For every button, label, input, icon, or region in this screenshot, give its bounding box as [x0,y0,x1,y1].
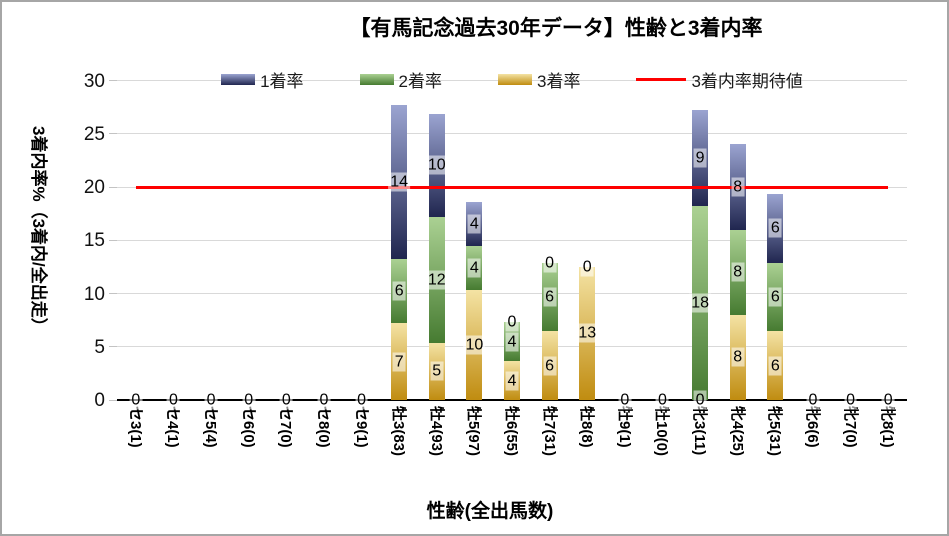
bar-value-label: 4 [467,258,481,278]
y-axis-tick-label: 0 [94,390,105,411]
x-axis-title: 性齢(全出馬数) [426,501,554,522]
bar-value-label: 6 [768,218,782,238]
y-axis-tick [109,239,117,241]
bar-value-label: 0 [505,312,519,332]
gridline [117,133,907,135]
bar-value-label: 0 [317,390,331,410]
y-axis-tick [109,186,117,188]
y-axis-tick-label: 30 [83,70,105,92]
legend-item-3着内率期待値: 3着内率期待値 [636,67,803,92]
gridline [117,239,907,241]
bar-value-label: 14 [388,172,411,192]
gridline [117,293,907,294]
bar-value-label: 0 [129,390,143,410]
bar-value-label: 0 [844,390,858,410]
bar-value-label: 12 [425,270,448,290]
bar-value-label: 5 [430,361,444,381]
bar-value-label: 6 [543,356,557,376]
bar-value-label: 10 [463,335,486,355]
y-axis-tick-label: 20 [83,177,105,198]
bar-value-label: 0 [806,390,820,410]
bar-value-label: 0 [656,390,669,410]
y-axis-tick [109,399,117,401]
bar-value-label: 4 [505,371,519,391]
bar-value-label: 13 [576,323,599,343]
legend-line-swatch [636,77,687,81]
y-axis-tick [109,346,117,348]
legend-item-3着率: 3着率 [498,67,580,92]
y-axis-tick [109,80,117,81]
bar-value-label: 0 [543,253,557,273]
bar-value-label: 4 [505,332,519,352]
expected-value-line [135,185,889,189]
bar-value-label: 6 [768,287,782,307]
legend-box-swatch [221,73,256,85]
legend-item-1着率: 1着率 [221,67,304,92]
legend-label: 1着率 [260,71,304,91]
bar-value-label: 8 [731,347,745,367]
bar-value-label: 0 [355,390,368,410]
bar-value-label: 18 [689,293,711,313]
x-axis-line [117,399,907,401]
bar-value-label: 6 [543,287,557,307]
bar-value-label: 6 [392,281,406,301]
legend-box-swatch [498,73,532,85]
y-axis-tick-label: 5 [94,336,105,358]
bar-value-label: 0 [618,390,632,410]
legend-label: 3着内率期待値 [691,71,803,91]
y-axis-tick-label: 10 [83,283,105,305]
bar-value-label: 0 [242,390,256,410]
y-axis-tick-label: 25 [83,123,105,145]
legend-box-swatch [359,73,394,85]
bar-value-label: 0 [580,257,594,277]
legend-item-2着率: 2着率 [359,67,442,92]
legend: 1着率 2着率 3着率 3着内率期待値 [117,67,907,92]
x-category-label: 牝8(1) [879,406,897,448]
y-axis-tick [109,133,117,135]
bar-value-label: 0 [166,390,180,410]
bar-value-label: 4 [467,214,481,234]
bar-value-label: 0 [693,390,707,410]
bar-value-label: 6 [768,356,782,376]
y-axis-tick-label: 15 [83,230,105,252]
bar-value-label: 0 [279,390,293,410]
legend-label: 2着率 [398,71,442,91]
bar-value-label: 0 [881,390,895,410]
bar-value-label: 10 [425,155,448,175]
bar-value-label: 8 [731,177,745,197]
chart-title: 【有馬記念過去30年データ】性齢と3着内率 [349,17,763,40]
bar-value-label: 8 [731,262,745,282]
bar-value-label: 9 [693,148,707,168]
bar-value-label: 0 [204,390,218,410]
y-axis-tick [109,293,117,294]
legend-label: 3着率 [537,71,581,91]
bar-value-label: 7 [392,352,406,371]
